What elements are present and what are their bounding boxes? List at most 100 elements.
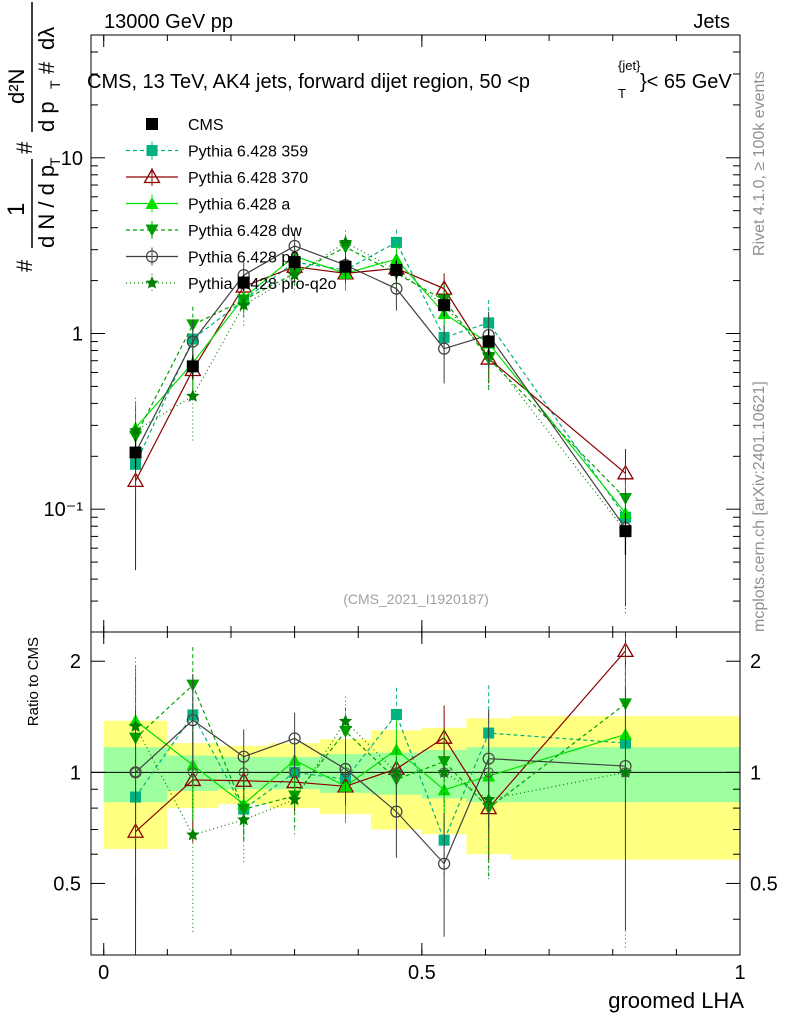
legend-item-cms: CMS	[146, 117, 224, 134]
ratio-uncertainty-bands	[91, 716, 740, 860]
legend-marker	[146, 145, 158, 156]
cms-point-main	[186, 360, 199, 373]
ylabel-dpt: d p	[34, 101, 59, 132]
series-point-ratio	[339, 762, 352, 776]
legend-marker	[143, 168, 161, 184]
legend-marker	[145, 250, 159, 263]
cms-point-ratio	[289, 767, 300, 778]
series-point-main	[616, 464, 635, 480]
axis-ticks: 0 0.5 1 10⁻¹ 1 10 0.5 0.5 1 1 2 2	[44, 34, 778, 984]
y-axis-label-main: # 1 d N / d p T # d²N d p T # dλ	[3, 2, 63, 272]
y-main-tick-label: 10⁻¹	[44, 499, 84, 521]
data-series	[126, 229, 635, 955]
legend-item-p370: Pythia 6.428 370	[126, 168, 308, 187]
mcplots-label: mcplots.cern.ch [arXiv:2401.10621]	[751, 381, 768, 632]
series-point-main	[288, 239, 301, 253]
series-point-ratio	[482, 752, 495, 765]
ylabel-hash-2: #	[12, 141, 37, 154]
ylabel-one: 1	[3, 203, 30, 216]
legend-marker	[145, 276, 159, 289]
series-point-ratio	[288, 732, 301, 745]
y-ratio-tick-label-right: 2	[750, 651, 761, 673]
cms-point-ratio	[483, 767, 494, 778]
cms-point-main	[619, 525, 632, 538]
legend: CMS Pythia 6.428 359 Pythia 6.428 370 Pythi…	[126, 117, 337, 293]
legend-label: Pythia 6.428 359	[188, 144, 308, 161]
y-ratio-tick-label-right: 0.5	[750, 873, 778, 895]
cms-point-main	[390, 263, 403, 276]
series-point-main	[186, 389, 200, 402]
series-point-main	[237, 298, 251, 311]
series-line-main	[135, 241, 626, 532]
cms-point-main	[237, 276, 250, 289]
y-ratio-tick-label-left: 1	[70, 762, 81, 784]
series-point-ratio	[390, 805, 403, 818]
legend-item-p359: Pythia 6.428 359	[126, 141, 308, 161]
series-point-main	[338, 235, 353, 249]
series-point-main	[389, 252, 403, 265]
legend-item-pdw: Pythia 6.428 dw	[126, 221, 302, 240]
legend-label: Pythia 6.428 pro-q2o	[188, 276, 337, 293]
legend-label: Pythia 6.428 p0	[188, 250, 299, 267]
cms-point-ratio	[130, 767, 141, 778]
cms-point-main	[438, 299, 451, 312]
x-axis-label: groomed LHA	[608, 988, 744, 1013]
legend-item-pa: Pythia 6.428 a	[126, 194, 290, 214]
y-ratio-tick-label-left: 0.5	[53, 873, 81, 895]
ylabel-dn: d N / d p	[34, 165, 59, 248]
series-point-ratio	[338, 714, 353, 727]
ylabel-hash-3: #	[34, 61, 59, 74]
cms-point-ratio	[439, 767, 450, 778]
cms-point-ratio	[340, 767, 351, 778]
series-line-main	[135, 255, 626, 514]
ylabel-hash-1: #	[12, 259, 37, 272]
chart-title-main: CMS, 13 TeV, AK4 jets, forward dijet reg…	[87, 71, 530, 93]
ylabel-d2n: d²N	[4, 69, 29, 104]
y-main-tick-label: 1	[72, 324, 83, 346]
ratio-plot-frame	[90, 631, 741, 956]
chart-title: CMS, 13 TeV, AK4 jets, forward dijet reg…	[87, 58, 732, 101]
series-point-ratio	[237, 812, 251, 826]
x-tick-label: 1	[734, 962, 745, 984]
y-ratio-tick-label-right: 1	[750, 762, 761, 784]
legend-marker	[145, 224, 159, 237]
legend-item-ppro: Pythia 6.428 pro-q2o	[126, 274, 337, 293]
x-tick-label: 0.5	[408, 962, 436, 984]
legend-label: Pythia 6.428 370	[188, 170, 308, 187]
series-point-ratio	[438, 857, 451, 870]
chart-title-end: }< 65 GeV	[640, 71, 732, 93]
series-line-ratio	[135, 713, 626, 842]
series-point-ratio	[616, 642, 635, 658]
cms-point-main	[339, 260, 352, 273]
cms-point-ratio	[391, 767, 402, 778]
x-tick-label: 0	[98, 962, 109, 984]
legend-marker	[145, 197, 159, 209]
legend-item-pp0: Pythia 6.428 p0	[126, 247, 299, 267]
ylabel-dn-sub: T	[47, 157, 63, 166]
y-axis-label-ratio: Ratio to CMS	[25, 637, 42, 726]
series-point-ratio	[128, 719, 143, 732]
cms-point-ratio	[238, 767, 249, 778]
series-point-ratio	[339, 725, 353, 738]
series-point-ratio	[482, 792, 496, 806]
chart-title-sup: {jet}	[618, 58, 641, 73]
y-main-tick-label: 10	[61, 148, 83, 170]
series-point-main	[186, 335, 199, 348]
ylabel-dlambda: dλ	[34, 27, 59, 50]
series-point-ratio	[390, 708, 402, 720]
series-point-ratio	[186, 714, 199, 727]
cms-point-main	[482, 335, 495, 348]
cms-point-ratio	[187, 767, 198, 778]
series-point-main	[287, 268, 302, 281]
series-point-main	[390, 236, 402, 248]
legend-label: CMS	[188, 117, 224, 134]
y-ratio-tick-label-left: 2	[70, 651, 81, 673]
ylabel-dpt-sub: T	[47, 80, 63, 89]
rivet-label: Rivet 4.1.0, ≥ 100k events	[751, 71, 768, 256]
series-cms	[129, 254, 632, 778]
series-point-main	[438, 342, 451, 355]
header-right: Jets	[693, 11, 730, 33]
cms-point-ratio	[620, 767, 631, 778]
series-point-ratio	[389, 765, 404, 779]
